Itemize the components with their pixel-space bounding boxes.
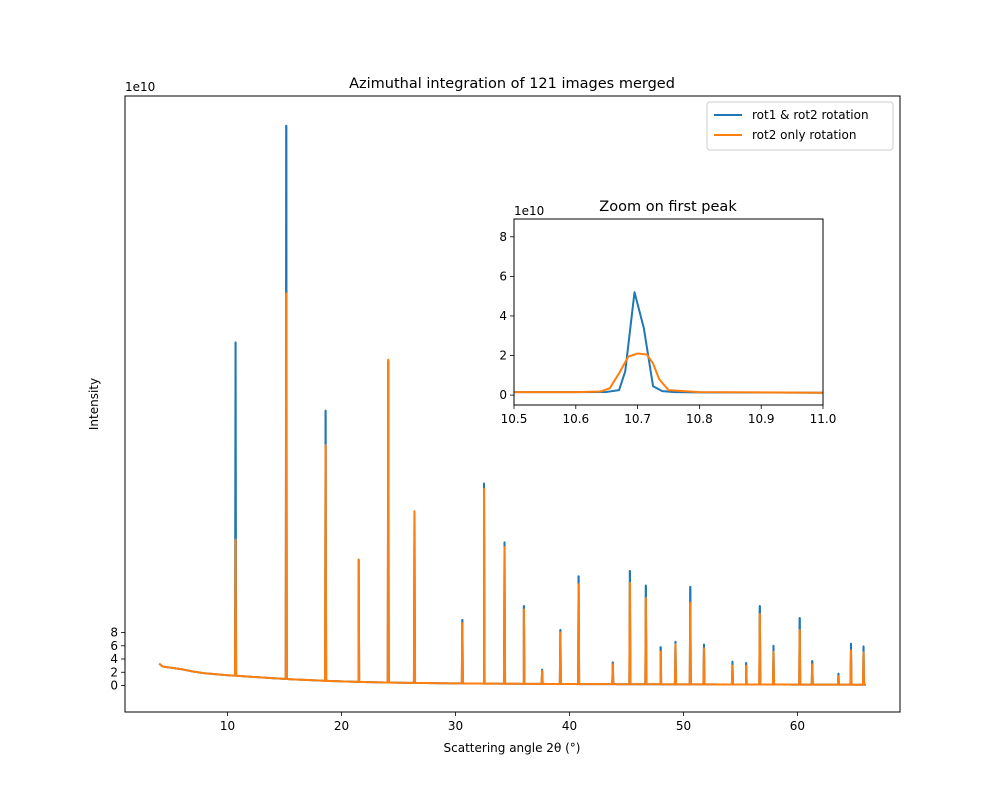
legend: rot1 & rot2 rotation rot2 only rotation <box>706 101 894 151</box>
inset-x-tick-label-4: 10.9 <box>748 412 775 426</box>
main-y-tick-label-0: 0 <box>110 679 118 693</box>
inset-title: Zoom on first peak <box>599 199 737 215</box>
main-y-axis-label: Intensity <box>87 378 101 430</box>
inset-x-tick-label-3: 10.8 <box>686 412 713 426</box>
inset-x-tick-label-5: 11.0 <box>810 412 837 426</box>
main-x-tick-label-20: 20 <box>334 719 349 733</box>
legend-label-series-1: rot1 & rot2 rotation <box>752 108 869 122</box>
inset-x-tick-label-1: 10.6 <box>562 412 589 426</box>
legend-box <box>706 101 894 151</box>
inset-x-tick-label-2: 10.7 <box>624 412 651 426</box>
main-x-tick-label-30: 30 <box>448 719 463 733</box>
inset-y-tick-label-0: 0 <box>499 388 507 402</box>
inset-axes-frame <box>513 218 824 406</box>
inset-y-tick-label-2: 2 <box>499 349 507 363</box>
main-y-tick-label-4: 4 <box>110 652 118 666</box>
main-y-scale-label: 1e10 <box>125 80 155 94</box>
inset-x-tick-label-0: 10.5 <box>501 412 528 426</box>
main-y-tick-label-2: 2 <box>110 665 118 679</box>
legend-label-series-2: rot2 only rotation <box>752 128 856 142</box>
inset-y-scale-label: 1e10 <box>514 204 544 218</box>
main-x-tick-label-10: 10 <box>220 719 235 733</box>
inset-x-ticks: 10.5 10.6 10.7 10.8 10.9 11.0 <box>501 405 837 426</box>
inset-background <box>514 219 823 405</box>
main-x-ticks: 10 20 30 40 50 60 <box>220 712 805 733</box>
inset-series-group <box>514 291 824 394</box>
main-series-line-2 <box>158 292 866 686</box>
main-x-tick-label-40: 40 <box>562 719 577 733</box>
inset-y-ticks: 0 2 4 6 8 <box>499 230 514 402</box>
main-title: Azimuthal integration of 121 images merg… <box>349 76 675 92</box>
inset-plot: 10.5 10.6 10.7 10.8 10.9 11.0 0 2 4 6 8 Zoom on f… <box>499 199 836 426</box>
main-x-tick-label-60: 60 <box>790 719 805 733</box>
main-y-tick-label-8: 8 <box>110 626 118 640</box>
main-y-tick-label-6: 6 <box>110 639 118 653</box>
main-series-group <box>158 124 866 686</box>
inset-y-tick-label-4: 4 <box>499 309 507 323</box>
inset-y-tick-label-6: 6 <box>499 269 507 283</box>
main-x-tick-label-50: 50 <box>676 719 691 733</box>
inset-y-tick-label-8: 8 <box>499 230 507 244</box>
main-axes-frame <box>124 95 901 713</box>
main-x-axis-label: Scattering angle 2θ (°) <box>444 741 581 755</box>
inset-series-line-2 <box>514 352 824 394</box>
